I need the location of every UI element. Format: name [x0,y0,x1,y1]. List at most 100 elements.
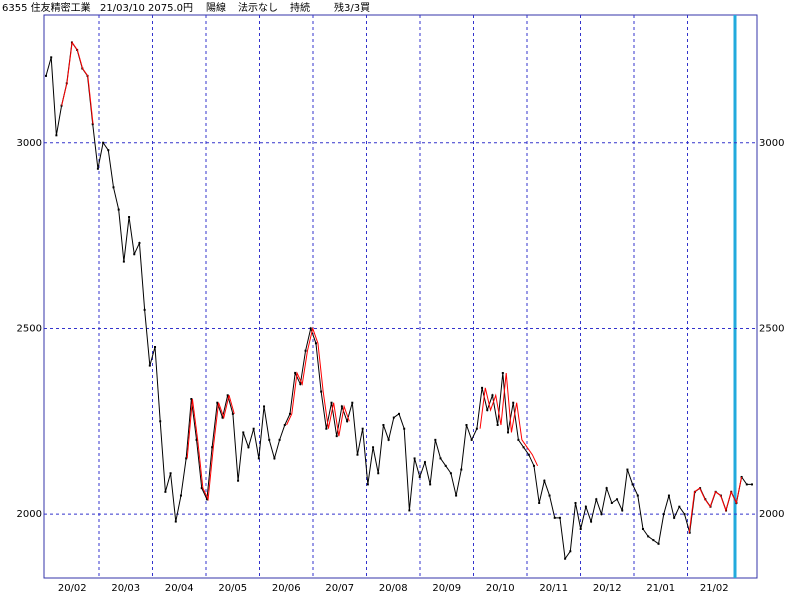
price-dot [237,479,240,482]
price-dot [398,412,400,415]
price-dot [143,308,146,311]
price-dot [159,420,162,423]
price-dot [278,438,281,441]
price-dot [564,557,567,560]
price-dot [122,260,125,263]
x-tick-label: 20/06 [272,583,301,594]
price-dot [444,464,447,467]
price-dot [522,446,525,449]
price-dot [200,487,203,490]
price-dot [538,501,541,504]
price-dot [314,342,317,345]
price-dot [377,472,380,475]
price-dot [610,501,613,504]
price-dot [501,372,504,375]
price-dot [408,509,411,512]
price-dot [605,487,608,490]
price-dot [154,346,157,349]
price-dot [621,509,624,512]
price-dot [392,416,395,419]
price-dot [626,468,629,471]
price-dot [455,494,458,497]
price-dot [96,167,99,170]
header-text: 法示なし [238,1,278,14]
price-dot [221,416,224,419]
price-dot [662,513,665,516]
price-line [186,395,235,502]
x-tick-label: 20/12 [593,583,622,594]
price-dot [657,542,660,545]
price-dot [413,457,416,460]
price-dot [340,405,343,408]
x-tick-label: 21/01 [646,583,675,594]
price-dot [647,535,650,538]
price-dot [512,401,515,404]
price-dot [740,475,743,478]
price-dot [553,516,556,519]
x-tick-label: 20/09 [432,583,461,594]
header-text: 2075.0円 [148,3,193,14]
price-dot [112,186,115,189]
price-dot [475,427,478,430]
price-dot [579,527,582,530]
x-tick-label: 20/02 [58,583,87,594]
y-tick-label-right: 2000 [759,509,784,520]
price-dot [268,438,271,441]
price-dot [304,349,307,352]
x-tick-label: 20/08 [379,583,408,594]
price-line [479,372,539,467]
price-dot [517,438,520,441]
price-dot [179,494,182,497]
price-dot [418,475,421,478]
price-dot [372,446,375,449]
price-dot [569,550,572,553]
price-dot [257,457,260,460]
price-dot [481,386,484,389]
price-dot [346,420,349,423]
price-dot [190,397,193,400]
price-dot [486,409,489,412]
price-dot [117,208,120,211]
price-dot [548,494,551,497]
price-dot [387,438,390,441]
plot-frame [43,14,758,579]
price-dot [631,483,634,486]
price-dot [616,498,619,501]
price-dot [532,464,535,467]
price-dot [102,141,105,144]
price-dot [133,253,136,256]
header-text: 残3/3買 [334,1,370,14]
header-text: 21/03/10 [100,3,145,14]
price-dot [507,431,510,434]
price-dot [543,479,546,482]
price-dot [351,401,354,404]
y-tick-label-right: 3000 [759,138,784,149]
price-dot [60,104,63,107]
price-dot [263,405,266,408]
price-dot [299,383,302,386]
price-dot [273,457,276,460]
price-dot [595,498,598,501]
price-dot [288,412,291,415]
price-dot [283,423,286,426]
price-dot [683,513,686,516]
price-dot [423,461,426,464]
header-text: 陽線 [206,1,226,14]
price-dot [55,134,58,137]
price-dot [584,505,587,508]
price-dot [174,520,177,523]
x-tick-label: 20/07 [325,583,354,594]
price-dot [107,149,110,152]
price-dot [185,457,188,460]
x-tick-label: 20/04 [165,583,194,594]
x-tick-label: 20/05 [218,583,247,594]
price-dot [491,394,494,397]
header-text: 6355 住友精密工業 [2,1,91,14]
price-dot [558,516,561,519]
price-dot [252,427,255,430]
price-dot [330,401,333,404]
price-dot [403,427,406,430]
price-dot [195,438,198,441]
x-tick-label: 20/11 [539,583,568,594]
price-dot [148,364,151,367]
